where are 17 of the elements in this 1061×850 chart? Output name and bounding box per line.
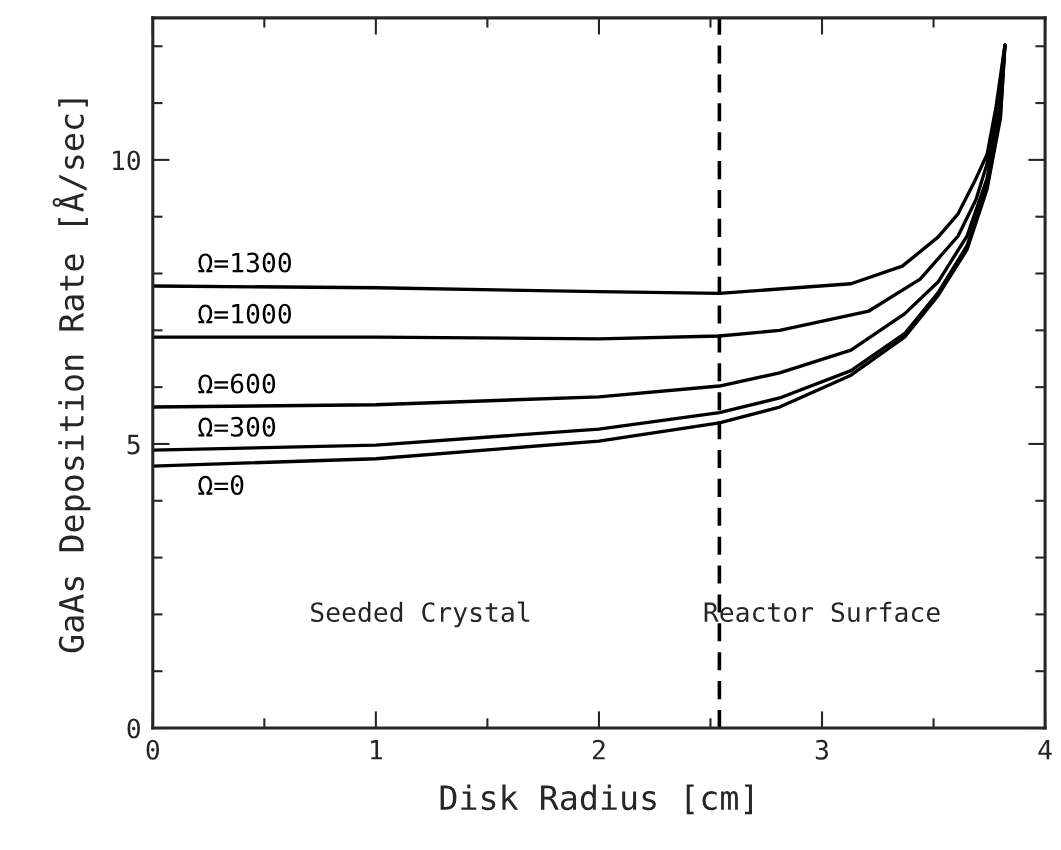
annotation: Reactor Surface (704, 601, 940, 623)
y-tick-label: 10 (113, 150, 140, 171)
series-label: Ω=1000 (198, 303, 292, 324)
y-axis-title: GaAs Deposition Rate [Å/sec] (52, 99, 91, 653)
x-tick-label: 4 (1038, 740, 1052, 760)
y-tick-label: 0 (127, 718, 140, 739)
series-label: Ω=600 (198, 373, 276, 394)
x-tick-label: 0 (146, 739, 160, 760)
series-label: Ω=0 (198, 475, 244, 496)
series-label: Ω=300 (198, 416, 276, 437)
x-tick-label: 1 (371, 740, 383, 760)
y-tick-label: 5 (127, 434, 140, 455)
x-tick-label: 2 (592, 739, 605, 760)
x-tick-label: 3 (815, 739, 828, 760)
x-axis-title: Disk Radius [cm] (440, 784, 752, 815)
annotation: Seeded Crystal (311, 601, 530, 628)
series-label: Ω=1300 (198, 252, 292, 273)
